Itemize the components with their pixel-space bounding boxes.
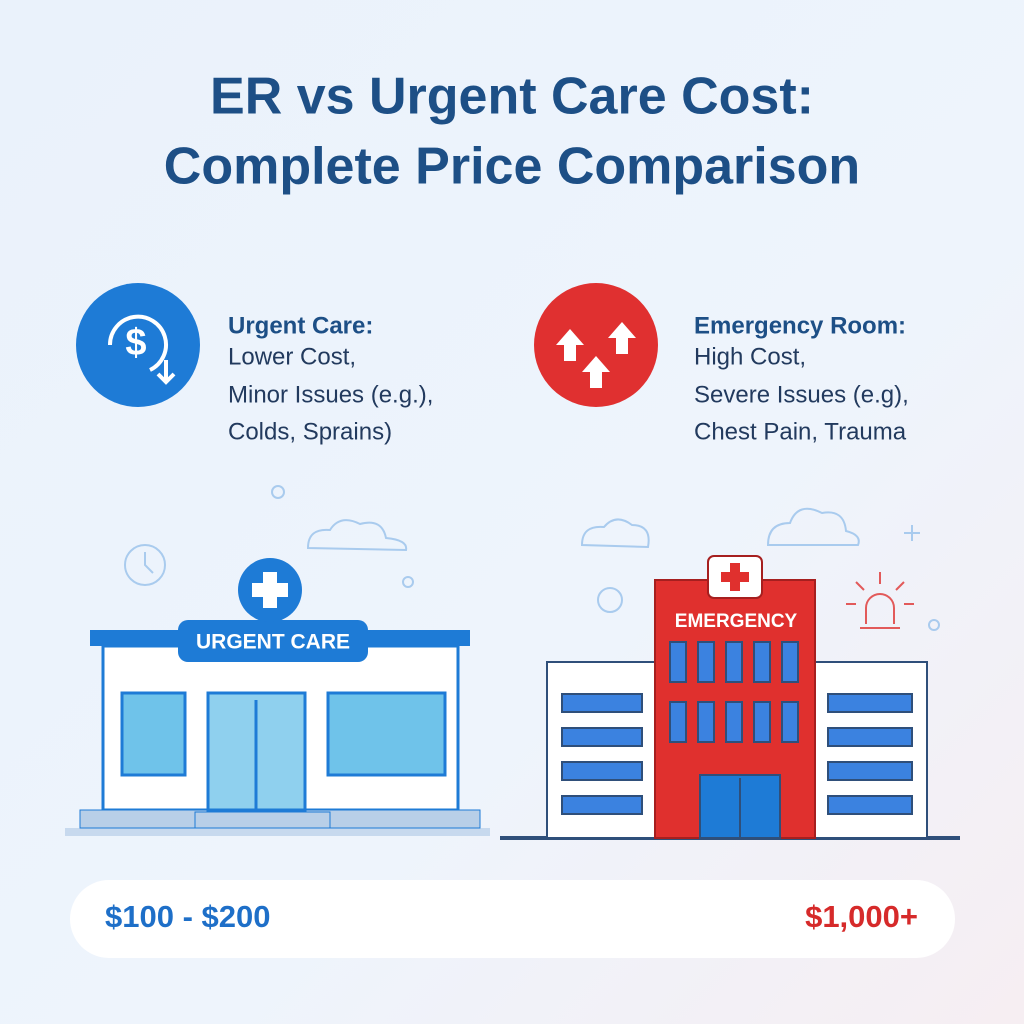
high-price: $1,000+ xyxy=(805,899,918,934)
window xyxy=(753,641,771,683)
decorations xyxy=(124,485,940,631)
panel-line: Severe Issues (e.g), xyxy=(694,381,909,408)
window xyxy=(725,641,743,683)
urgent-care-building xyxy=(65,558,490,836)
window xyxy=(827,727,913,747)
window xyxy=(561,761,643,781)
cost-icon xyxy=(76,283,200,407)
building-sign: URGENT CARE xyxy=(196,631,350,654)
window xyxy=(561,795,643,815)
title-line: Complete Price Comparison xyxy=(164,138,860,196)
icon-arrows xyxy=(556,322,636,388)
alarm xyxy=(846,572,914,629)
panel-heading: Urgent Care: xyxy=(228,312,373,339)
title-line: ER vs Urgent Care Cost: xyxy=(210,68,814,126)
icon-symbol: $ xyxy=(125,322,146,364)
window xyxy=(827,761,913,781)
window xyxy=(827,693,913,713)
low-price: $100 - $200 xyxy=(105,899,270,934)
cost-icon xyxy=(534,283,658,407)
window xyxy=(781,641,799,683)
panel-line: High Cost, xyxy=(694,343,806,370)
window xyxy=(697,701,715,743)
window xyxy=(561,727,643,747)
window xyxy=(669,641,687,683)
window xyxy=(669,701,687,743)
hospital-building xyxy=(500,555,960,840)
window xyxy=(561,693,643,713)
window xyxy=(753,701,771,743)
panel-heading: Emergency Room: xyxy=(694,312,906,339)
icon-arrow xyxy=(156,360,176,385)
window xyxy=(725,701,743,743)
window xyxy=(781,701,799,743)
panel-line: Minor Issues (e.g.), xyxy=(228,381,433,408)
icon-arc xyxy=(107,314,168,372)
panel-line: Chest Pain, Trauma xyxy=(694,418,907,445)
building-sign: EMERGENCY xyxy=(675,611,798,632)
window xyxy=(697,641,715,683)
panel-line: Colds, Sprains) xyxy=(228,418,392,445)
window xyxy=(827,795,913,815)
panel-line: Lower Cost, xyxy=(228,343,356,370)
